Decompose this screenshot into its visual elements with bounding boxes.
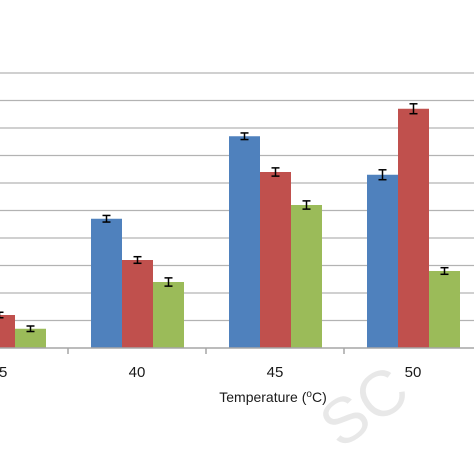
bar — [398, 108, 429, 348]
x-axis-title-main: Temperature ( — [219, 389, 306, 405]
bar — [229, 136, 260, 348]
bar — [91, 218, 122, 348]
bar — [367, 174, 398, 348]
bar — [15, 328, 46, 348]
x-tick-label: 50 — [405, 364, 422, 381]
x-axis-title-suffix: C) — [312, 389, 327, 405]
bar — [260, 172, 291, 348]
bar — [153, 282, 184, 348]
x-axis-title-sup: o — [306, 389, 312, 400]
bar — [291, 205, 322, 348]
x-tick-label: 45 — [267, 364, 284, 381]
x-axis-title: Temperature (oC) — [219, 389, 327, 405]
x-axis-ticks: 35 40 45 50 — [0, 348, 422, 381]
bar — [122, 260, 153, 348]
bar — [429, 271, 460, 348]
bars — [0, 103, 460, 348]
x-tick-label: 35 — [0, 364, 7, 381]
bar — [0, 315, 15, 348]
x-tick-label: 40 — [129, 364, 146, 381]
